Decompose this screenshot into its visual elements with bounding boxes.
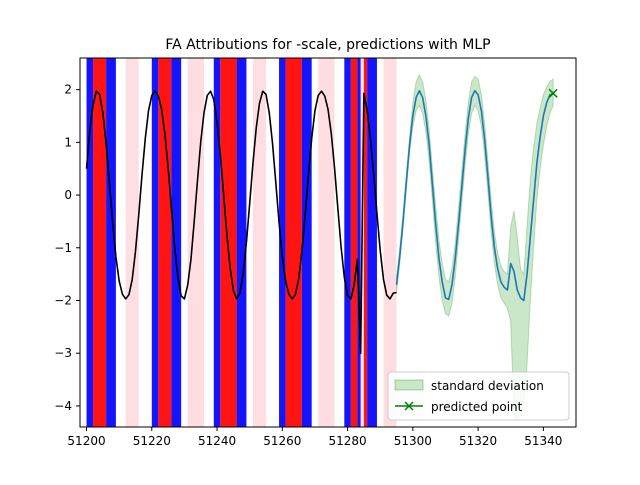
series-line-prediction (395, 89, 554, 302)
series-lines (85, 89, 554, 355)
attribution-span-strong-positive (220, 58, 237, 427)
x-tick-label: 51280 (328, 434, 366, 448)
attribution-span-strong-positive (363, 58, 368, 427)
y-tick-label: 2 (64, 83, 72, 97)
attribution-span-strong-negative (357, 58, 361, 427)
attribution-span-weak (187, 58, 204, 427)
attribution-span-strong-positive (158, 58, 172, 427)
legend-frame (387, 371, 570, 421)
legend: standard deviation predicted point (387, 371, 570, 421)
x-tick-label: 51300 (394, 434, 432, 448)
y-axis-ticks: −4 −3 −2 −1 0 1 2 (54, 83, 80, 413)
legend-label-predicted-point: predicted point (431, 400, 523, 414)
x-tick-label: 51340 (524, 434, 562, 448)
chart-title: FA Attributions for -scale, predictions … (165, 37, 490, 53)
std-band-layer (396, 73, 554, 420)
y-tick-label: 0 (64, 188, 72, 202)
marker-layer (548, 88, 558, 98)
x-tick-label: 51200 (67, 434, 105, 448)
attribution-span-strong-positive (285, 58, 302, 427)
legend-band-swatch (394, 379, 424, 391)
x-tick-label: 51220 (133, 434, 171, 448)
attribution-span-weak (125, 58, 139, 427)
x-tick-label: 51240 (198, 434, 236, 448)
series-line-history (85, 90, 397, 355)
y-tick-label: −4 (54, 399, 72, 413)
attribution-span-strong-negative (344, 58, 351, 427)
attribution-span-strong-negative (171, 58, 182, 427)
y-tick-label: 1 (64, 135, 72, 149)
attribution-span-strong-negative (301, 58, 312, 427)
x-axis-ticks: 51200 51220 51240 51260 51280 51300 51320 51340 (67, 427, 562, 448)
attribution-span-strong-negative (213, 58, 221, 427)
attribution-span-weak (318, 58, 335, 427)
legend-x-marker-icon (404, 401, 414, 411)
attribution-span-strong-negative (151, 58, 159, 427)
x-tick-label: 51260 (263, 434, 301, 448)
predicted-point-marker (548, 88, 558, 98)
attribution-span-weak (252, 58, 266, 427)
attribution-span-weak (383, 58, 397, 427)
attribution-spans (86, 58, 397, 427)
attribution-span-strong-negative (279, 58, 286, 427)
x-tick-label: 51320 (459, 434, 497, 448)
std-deviation-band (396, 73, 554, 420)
attribution-span-strong-negative (236, 58, 247, 427)
y-tick-label: −1 (54, 241, 72, 255)
y-tick-label: −2 (54, 293, 72, 307)
attribution-span-strong-negative (86, 58, 94, 427)
legend-label-standard-deviation: standard deviation (431, 379, 544, 393)
attribution-span-strong-negative (106, 58, 116, 427)
attribution-span-strong-positive (350, 58, 358, 427)
attribution-span-strong-positive (93, 58, 107, 427)
y-tick-label: −3 (54, 346, 72, 360)
attribution-span-strong-negative (367, 58, 377, 427)
plot-frame (79, 57, 577, 428)
